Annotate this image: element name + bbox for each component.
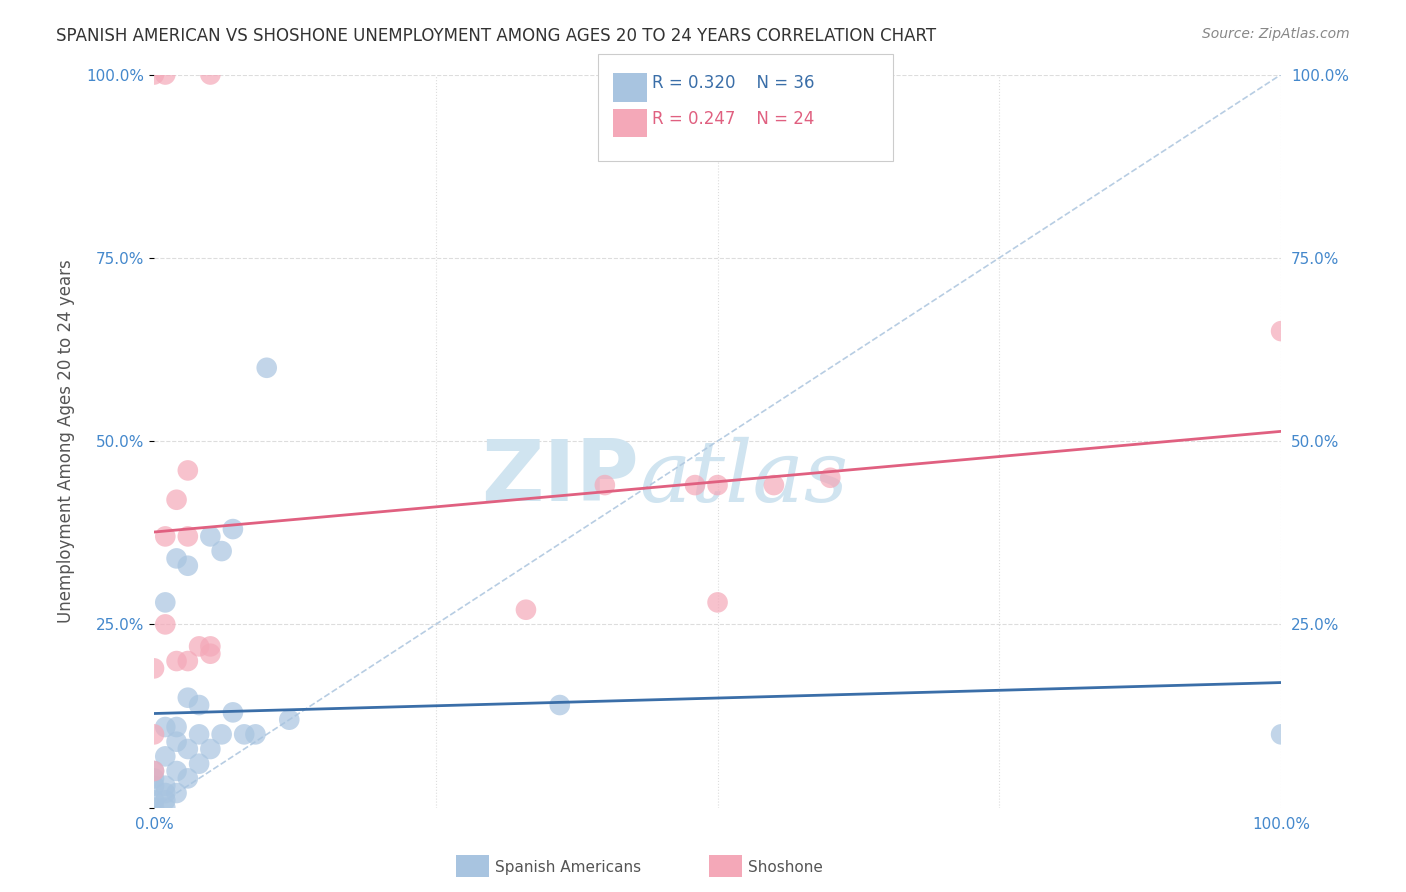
Point: [143, 764, 166, 778]
Point: [177, 772, 200, 786]
Point: [177, 690, 200, 705]
Point: [1270, 727, 1292, 741]
Point: [706, 595, 728, 609]
Point: [166, 492, 188, 507]
Point: [155, 595, 177, 609]
Point: [143, 661, 166, 675]
Point: [177, 558, 200, 573]
Point: [211, 727, 233, 741]
Point: [155, 749, 177, 764]
Point: [200, 647, 222, 661]
Point: [200, 68, 222, 82]
Point: [593, 478, 616, 492]
Text: SPANISH AMERICAN VS SHOSHONE UNEMPLOYMENT AMONG AGES 20 TO 24 YEARS CORRELATION : SPANISH AMERICAN VS SHOSHONE UNEMPLOYMEN…: [56, 27, 936, 45]
Point: [200, 742, 222, 756]
Point: [166, 551, 188, 566]
Text: ZIP: ZIP: [481, 436, 638, 519]
Point: [155, 720, 177, 734]
Point: [188, 756, 211, 771]
Point: [155, 68, 177, 82]
Point: [177, 463, 200, 477]
Point: [166, 734, 188, 748]
Point: [245, 727, 267, 741]
Point: [706, 478, 728, 492]
Point: [548, 698, 571, 712]
Text: atlas: atlas: [638, 436, 848, 519]
Point: [143, 779, 166, 793]
Point: [200, 529, 222, 543]
Point: [188, 727, 211, 741]
Point: [222, 706, 245, 720]
Text: Shoshone: Shoshone: [748, 860, 823, 874]
Point: [166, 764, 188, 778]
Text: R = 0.320    N = 36: R = 0.320 N = 36: [652, 74, 815, 92]
Point: [200, 640, 222, 654]
Point: [166, 720, 188, 734]
Point: [143, 727, 166, 741]
Text: R = 0.247    N = 24: R = 0.247 N = 24: [652, 110, 814, 128]
Text: Source: ZipAtlas.com: Source: ZipAtlas.com: [1202, 27, 1350, 41]
Point: [188, 640, 211, 654]
Point: [211, 544, 233, 558]
Y-axis label: Unemployment Among Ages 20 to 24 years: Unemployment Among Ages 20 to 24 years: [58, 260, 75, 623]
Point: [820, 471, 842, 485]
Point: [155, 779, 177, 793]
Point: [177, 654, 200, 668]
Point: [155, 793, 177, 807]
Point: [188, 698, 211, 712]
Point: [222, 522, 245, 536]
Point: [143, 764, 166, 778]
Point: [155, 800, 177, 814]
Point: [177, 742, 200, 756]
Point: [143, 772, 166, 786]
Point: [155, 529, 177, 543]
Point: [1270, 324, 1292, 338]
Point: [143, 68, 166, 82]
Point: [143, 800, 166, 814]
Text: Spanish Americans: Spanish Americans: [495, 860, 641, 874]
Point: [166, 786, 188, 800]
Point: [256, 360, 278, 375]
Point: [515, 603, 537, 617]
Point: [155, 786, 177, 800]
Point: [155, 617, 177, 632]
Point: [278, 713, 301, 727]
Point: [762, 478, 785, 492]
Point: [143, 793, 166, 807]
Point: [166, 654, 188, 668]
Point: [683, 478, 706, 492]
Point: [177, 529, 200, 543]
Point: [233, 727, 256, 741]
